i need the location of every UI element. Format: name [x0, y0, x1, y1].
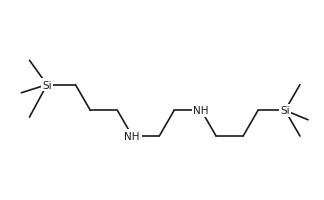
Text: NH: NH: [193, 106, 209, 116]
Text: Si: Si: [280, 106, 290, 116]
Text: Si: Si: [42, 80, 52, 90]
Text: NH: NH: [124, 131, 140, 141]
